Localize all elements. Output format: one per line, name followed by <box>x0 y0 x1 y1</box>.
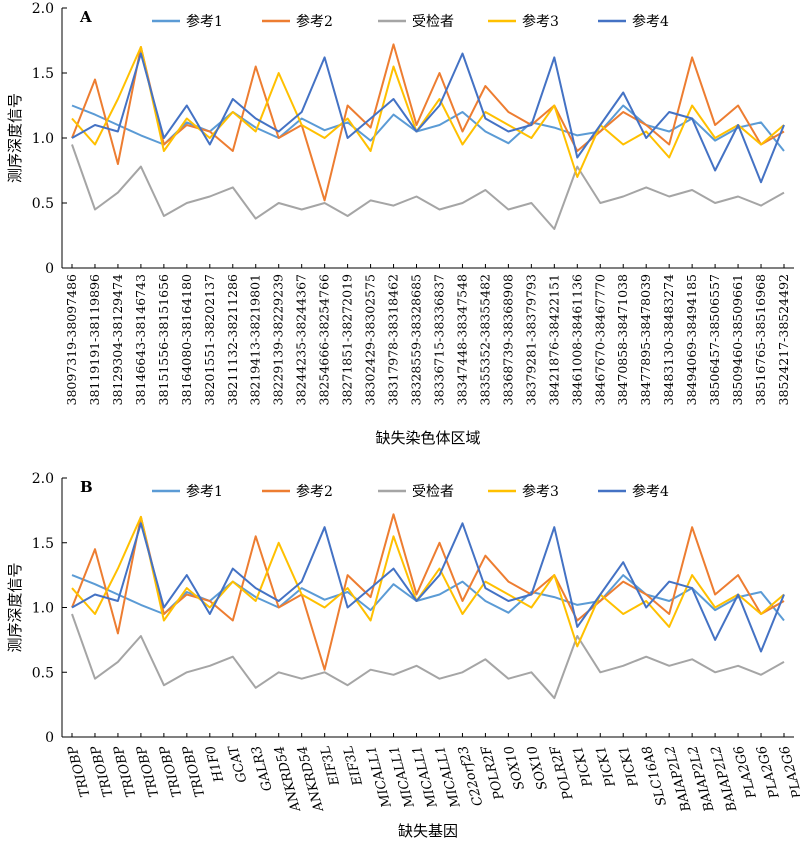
y-axis-label: 测序深度信号 <box>6 562 24 652</box>
legend-label: 参考4 <box>632 483 669 500</box>
x-tick-label: 38516765-38516968 <box>753 274 768 406</box>
x-tick-label: 38302429-38302575 <box>363 274 378 405</box>
x-tick-label: 38219413-38219801 <box>248 274 263 405</box>
series-line-受检者 <box>71 144 785 230</box>
x-tick-label: SOX10 <box>502 744 528 791</box>
y-tick-label: 2.0 <box>32 1 54 17</box>
x-tick-label: 38201551-38202137 <box>202 274 217 406</box>
y-tick-label: 2.0 <box>32 471 54 487</box>
x-tick-label: 38271851-38272019 <box>340 274 355 406</box>
x-tick-label: 38336715-38336837 <box>431 274 446 406</box>
legend-label: 参考2 <box>296 13 333 30</box>
x-tick-label: 38244235-38244367 <box>294 274 309 406</box>
x-tick-label: 38229139-38229239 <box>271 274 286 406</box>
x-tick-label: 38129304-38129474 <box>110 274 125 406</box>
x-tick-label: 38119191-38119896 <box>87 274 102 406</box>
x-tick-label: EIF3L <box>341 744 366 788</box>
y-tick-label: 1.5 <box>32 536 54 552</box>
x-tick-label: H1F0 <box>203 744 227 784</box>
y-tick-label: 0.5 <box>32 665 54 681</box>
x-tick-label: 38461008-38461136 <box>569 274 584 406</box>
x-tick-label: 38477895-38478039 <box>638 274 653 406</box>
legend-label: 参考2 <box>296 483 333 500</box>
x-tick-label: 38254666-38254766 <box>317 274 332 406</box>
y-tick-label: 0 <box>45 261 54 277</box>
x-tick-label: 38097319-38097486 <box>64 274 79 406</box>
x-tick-label: 38328559-38328685 <box>409 274 424 405</box>
x-tick-label: 38347448-38347548 <box>454 274 469 406</box>
x-tick-label: PICK1 <box>594 744 620 789</box>
legend-label: 参考3 <box>522 483 559 500</box>
panel-a: 0 0.5 1.0 1.5 2.0 测序深度信号 A 38097319-38097486 381… <box>6 1 794 447</box>
x-tick-label: 38421876-38422151 <box>546 274 561 405</box>
series-line-参考3 <box>71 515 785 648</box>
panel-letter: B <box>80 478 93 496</box>
x-tick-label: 38470858-38471038 <box>615 274 630 406</box>
series-line-参考4 <box>71 522 785 653</box>
series-line-参考1 <box>71 104 785 152</box>
x-tick-label: 38467670-38467770 <box>592 274 607 406</box>
x-axis-label: 缺失染色体区域 <box>375 429 480 447</box>
series-line-参考4 <box>71 52 785 184</box>
x-tick-label: EIF3L <box>318 744 343 788</box>
x-tick-label: PICK1 <box>571 744 597 789</box>
x-tick-label: 38379281-38379793 <box>523 274 538 406</box>
x-tick-label: 38524217-38524492 <box>776 274 791 405</box>
legend-label: 参考1 <box>186 483 223 500</box>
y-tick-label: 0.5 <box>32 196 54 212</box>
legend-label: 参考4 <box>632 13 669 30</box>
x-tick-label: 38355352-38355482 <box>477 274 492 405</box>
x-tick-label: SOX10 <box>525 744 551 791</box>
x-tick-label: 38317978-38318462 <box>386 274 401 405</box>
legend-label: 参考3 <box>522 13 559 30</box>
x-tick-label: GCAT <box>226 743 251 785</box>
y-tick-label: 1.0 <box>32 131 54 147</box>
x-tick-label: 38211132-38211286 <box>225 274 240 406</box>
legend-label: 受检者 <box>412 484 454 500</box>
series-line-参考2 <box>71 43 785 202</box>
y-tick-label: 1.5 <box>32 66 54 82</box>
x-tick-label: 38164080-38164180 <box>179 274 194 406</box>
x-tick-label: 38483130-38483274 <box>661 274 676 406</box>
legend-label: 参考1 <box>186 13 223 30</box>
x-axis-label: 缺失基因 <box>398 822 458 840</box>
x-tick-label: PICK1 <box>617 744 643 789</box>
x-tick-label: 38151556-38151656 <box>156 274 171 406</box>
series-line-受检者 <box>71 613 785 700</box>
x-tick-label: 38146643-38146743 <box>133 274 148 406</box>
x-tick-label: 38506457-38506557 <box>707 274 722 406</box>
x-tick-label: 38509460-38509661 <box>730 274 745 405</box>
y-tick-label: 0 <box>45 730 54 746</box>
series-line-参考1 <box>71 574 785 622</box>
panel-b: 00.51.01.52.0测序深度信号BTRIOBPTRIOBPTRIOBPTR… <box>6 471 800 840</box>
x-tick-label: 38368739-38368908 <box>500 274 515 406</box>
y-tick-label: 1.0 <box>32 601 54 617</box>
panel-letter: A <box>79 8 92 26</box>
series-line-参考2 <box>71 513 785 671</box>
x-tick-label: GALR3 <box>249 744 276 793</box>
x-tick-label: 38494069-38494185 <box>684 274 699 405</box>
y-axis-label: 测序深度信号 <box>6 93 24 183</box>
series-line-参考3 <box>71 46 785 178</box>
legend-label: 受检者 <box>412 14 454 30</box>
